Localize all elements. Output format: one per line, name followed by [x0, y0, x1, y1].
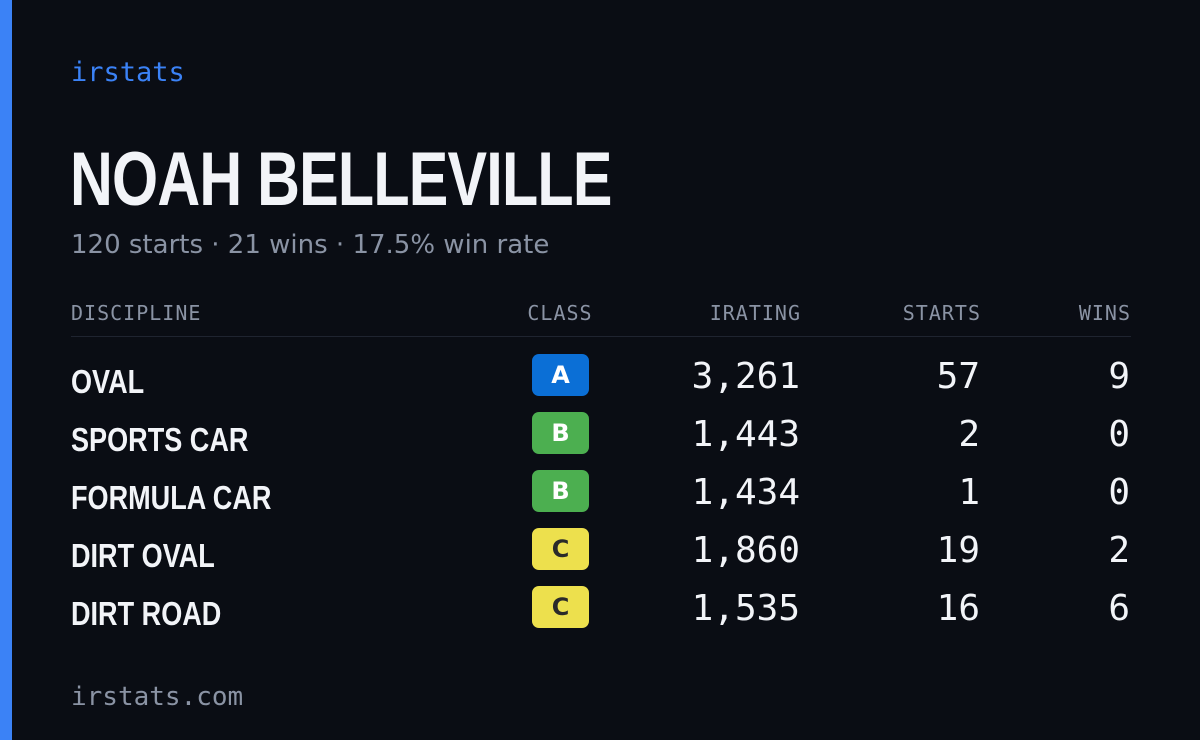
class-badge: C [532, 528, 589, 570]
starts-value: 19 [936, 530, 980, 571]
class-badge: B [532, 412, 589, 454]
driver-name: NOAH BELLEVILLE [70, 137, 612, 222]
class-badge: A [532, 354, 589, 396]
header-wins: WINS [1078, 301, 1131, 325]
irating-value: 1,434 [691, 472, 800, 513]
starts-value: 1 [958, 472, 980, 513]
wins-value: 6 [1108, 588, 1130, 629]
starts-value: 16 [936, 588, 980, 629]
table-header: DISCIPLINE CLASS IRATING STARTS WINS [71, 298, 1131, 337]
wins-value: 0 [1108, 414, 1130, 455]
irating-value: 1,860 [691, 530, 800, 571]
irating-value: 1,443 [691, 414, 800, 455]
table-row: DIRT OVAL C 1,860 19 2 [71, 528, 1131, 586]
table-row: FORMULA CAR B 1,434 1 0 [71, 470, 1131, 528]
discipline-name: DIRT OVAL [71, 537, 215, 574]
brand-logo[interactable]: irstats [71, 57, 185, 88]
discipline-name: DIRT ROAD [71, 595, 222, 632]
starts-value: 57 [936, 356, 980, 397]
footer-url[interactable]: irstats.com [71, 682, 244, 712]
wins-value: 9 [1108, 356, 1130, 397]
starts-value: 2 [958, 414, 980, 455]
discipline-name: FORMULA CAR [71, 479, 272, 516]
class-badge: C [532, 586, 589, 628]
header-class: CLASS [527, 301, 593, 325]
wins-value: 2 [1108, 530, 1130, 571]
irating-value: 3,261 [691, 356, 800, 397]
header-starts: STARTS [902, 301, 981, 325]
irating-value: 1,535 [691, 588, 800, 629]
header-discipline: DISCIPLINE [71, 301, 202, 325]
header-irating: IRATING [709, 301, 801, 325]
discipline-name: SPORTS CAR [71, 421, 249, 458]
class-badge: B [532, 470, 589, 512]
driver-summary: 120 starts · 21 wins · 17.5% win rate [71, 230, 550, 260]
table-row: OVAL A 3,261 57 9 [71, 354, 1131, 412]
table-row: SPORTS CAR B 1,443 2 0 [71, 412, 1131, 470]
table-row: DIRT ROAD C 1,535 16 6 [71, 586, 1131, 644]
discipline-name: OVAL [71, 363, 145, 400]
wins-value: 0 [1108, 472, 1130, 513]
accent-bar [0, 0, 12, 740]
